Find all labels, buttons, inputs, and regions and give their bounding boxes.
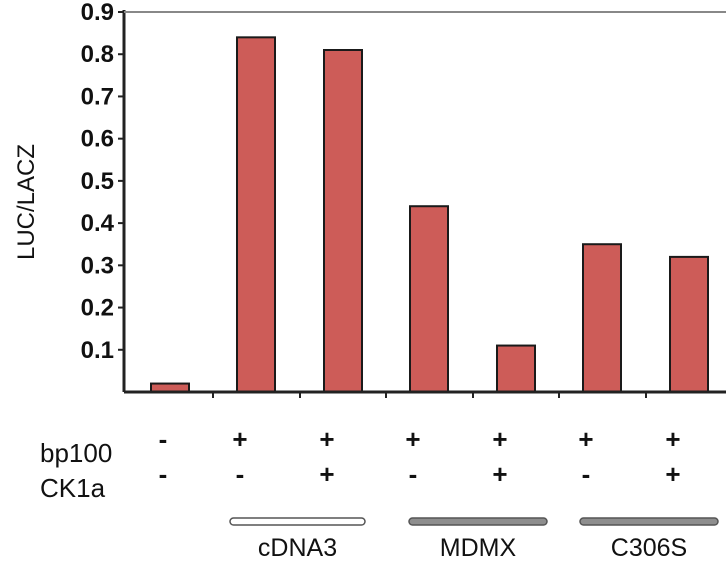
condition-sign: - [159,459,168,489]
row-label: CK1a [40,473,106,503]
axes [122,10,726,398]
y-tick-label: 0.9 [81,0,114,26]
group-bracket [579,517,719,526]
condition-sign: - [236,459,245,489]
bar [496,344,536,393]
y-tick-label: 0.4 [81,210,115,237]
condition-rows: bp100 - + + + + + + CK1a - - + - + - + [40,424,681,503]
condition-sign: + [319,459,334,489]
condition-sign: + [405,424,420,454]
y-axis-ticks: 0.1 0.2 0.3 0.4 0.5 0.6 0.7 0.8 0.9 [81,0,124,364]
condition-sign: + [665,424,680,454]
bar [582,243,622,393]
y-tick-label: 0.3 [81,252,114,279]
condition-sign: + [492,459,507,489]
bars [150,36,709,393]
group-label: MDMX [440,534,517,562]
group-label: C306S [611,534,687,562]
row-label: bp100 [40,438,112,468]
condition-sign: - [409,459,418,489]
y-tick-label: 0.6 [81,126,114,153]
bar [236,36,276,393]
condition-sign: + [492,424,507,454]
condition-sign: + [319,424,334,454]
y-tick-label: 0.8 [81,41,114,68]
y-axis-label: LUC/LACZ [13,144,40,260]
y-tick-label: 0.1 [81,337,114,364]
group-bracket [408,517,548,526]
bar [409,205,449,393]
y-tick-label: 0.2 [81,295,114,322]
condition-sign: - [582,459,591,489]
bar [323,49,363,393]
y-tick-label: 0.5 [81,168,114,195]
condition-sign: - [159,424,168,454]
condition-sign: + [665,459,680,489]
group-label: cDNA3 [258,534,337,562]
condition-sign: + [232,424,247,454]
group-bracket [229,517,366,526]
group-brackets: cDNA3 MDMX C306S [229,517,719,562]
y-tick-label: 0.7 [81,83,114,110]
bar [669,255,709,393]
condition-sign: + [578,424,593,454]
